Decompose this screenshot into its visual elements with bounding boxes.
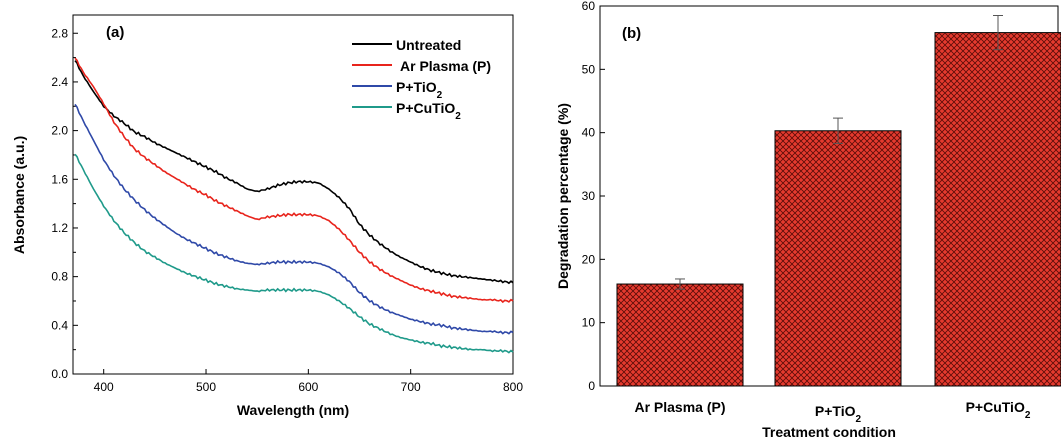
- chart-a-x-axis: 400 500 600 700 800: [94, 369, 523, 394]
- series-line-p-cutio2: [74, 153, 514, 354]
- chart-b-panel-label: (b): [622, 25, 641, 42]
- y-tick-label: 60: [582, 0, 596, 13]
- x-tick-label: 700: [401, 380, 421, 394]
- chart-b-error-bars: [675, 15, 1003, 290]
- chart-a-x-label: Wavelength (nm): [237, 402, 349, 418]
- y-tick-label: 1.6: [51, 172, 68, 186]
- y-tick-label: 10: [582, 316, 596, 330]
- category-label-p-tio2: P+TiO2: [815, 403, 862, 425]
- bar-ar-plasma-p: [616, 283, 744, 387]
- chart-a-panel-label: (a): [106, 24, 124, 41]
- chart-b-y-label: Degradation percentage (%): [555, 103, 571, 289]
- legend-label-untreated: Untreated: [396, 37, 461, 53]
- x-tick-label: 400: [94, 380, 114, 394]
- chart-a-y-label: Absorbance (a.u.): [11, 136, 27, 254]
- x-tick-label: 600: [298, 380, 318, 394]
- category-label-ar-plasma: Ar Plasma (P): [634, 399, 725, 415]
- y-tick-label: 0: [588, 379, 595, 393]
- y-tick-label: 0.8: [51, 270, 68, 284]
- y-tick-label: 40: [582, 126, 596, 140]
- y-tick-label: 0.4: [51, 318, 68, 332]
- bar-p-cutio2: [934, 32, 1061, 387]
- chart-a: 400 500 600 700 800 0.0 0.4 0.8 1.2 1.6 2.0 2.4 2.8…: [11, 14, 523, 418]
- legend-label-ar-plasma: Ar Plasma (P): [400, 58, 491, 74]
- chart-b: 0 10 20 30 40 50 60 (b) Treatment condition De…: [555, 0, 1061, 440]
- x-tick-label: 800: [503, 380, 523, 394]
- series-line-untreated: [74, 60, 514, 285]
- bar-p-tio2: [774, 130, 902, 387]
- chart-b-y-axis: 0 10 20 30 40 50 60: [582, 0, 605, 393]
- legend-label-p-tio2: P+TiO2: [396, 79, 443, 101]
- chart-a-y-axis: 0.0 0.4 0.8 1.2 1.6 2.0 2.4 2.8: [51, 26, 78, 381]
- x-tick-label: 500: [196, 380, 216, 394]
- legend-label-p-cutio2: P+CuTiO2: [396, 100, 461, 122]
- chart-b-x-label: Treatment condition: [762, 424, 896, 440]
- y-tick-label: 1.2: [51, 221, 68, 235]
- y-tick-label: 50: [582, 62, 596, 76]
- chart-a-legend: Untreated Ar Plasma (P) P+TiO2 P+CuTiO2: [352, 37, 491, 122]
- series-line-ar-plasma-p: [74, 57, 514, 304]
- chart-b-bars: [616, 32, 1061, 387]
- y-tick-label: 30: [582, 189, 596, 203]
- y-tick-label: 2.8: [51, 26, 68, 40]
- chart-a-frame: [72, 14, 514, 375]
- chart-a-series: [74, 57, 514, 354]
- y-tick-label: 20: [582, 252, 596, 266]
- y-tick-label: 2.4: [51, 75, 68, 89]
- series-line-p-tio2: [74, 103, 514, 335]
- y-tick-label: 2.0: [51, 124, 68, 138]
- category-label-p-cutio2: P+CuTiO2: [966, 399, 1031, 421]
- y-tick-label: 0.0: [51, 367, 68, 381]
